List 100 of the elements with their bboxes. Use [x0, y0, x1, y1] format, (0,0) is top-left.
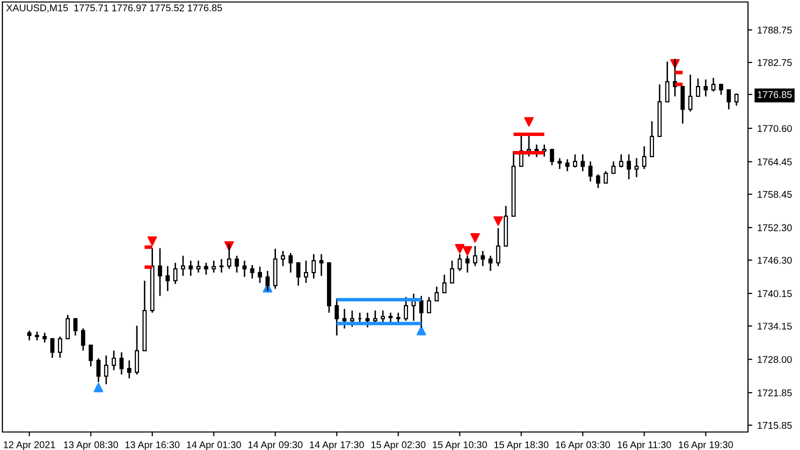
candlestick	[112, 350, 116, 371]
x-tick-label: 15 Apr 02:30	[371, 441, 426, 450]
x-tick-label: 16 Apr 19:30	[678, 441, 733, 450]
y-tick-label: 1752.30	[758, 224, 792, 232]
x-tick-label: 14 Apr 01:30	[186, 441, 241, 450]
point	[148, 236, 158, 246]
candlestick	[342, 308, 347, 330]
point	[94, 382, 104, 392]
point	[455, 244, 464, 254]
candlestick	[66, 314, 70, 340]
y-tick-label: 1740.15	[758, 290, 792, 298]
candlestick	[73, 318, 78, 336]
y-tick-label: 1788.75	[758, 26, 792, 34]
chart-title: XAUUSD,M15 1775.71 1776.97 1775.52 1776.85	[6, 4, 222, 12]
x-tick-label: 15 Apr 10:30	[432, 441, 487, 450]
candlestick	[58, 336, 62, 358]
candlestick	[550, 148, 554, 166]
candlestick	[173, 262, 178, 285]
candlestick	[680, 86, 685, 124]
candlestick	[96, 358, 101, 383]
candlestick	[250, 264, 254, 280]
point	[416, 326, 426, 336]
y-tick-label: 1764.45	[758, 158, 792, 166]
candlestick	[488, 255, 493, 272]
candlestick	[426, 296, 432, 314]
candlestick	[188, 260, 193, 277]
candlestick	[619, 154, 624, 168]
candlestick	[404, 296, 408, 322]
candlestick	[234, 255, 239, 274]
candlestick	[480, 250, 485, 267]
candlestick	[626, 154, 631, 180]
candlestick	[396, 312, 400, 324]
x-tick-label: 16 Apr 11:30	[618, 441, 672, 450]
y-tick-label: 1721.85	[758, 389, 792, 396]
y-tick-label: 1715.85	[758, 422, 792, 429]
candlestick	[180, 255, 186, 277]
candlestick	[473, 245, 478, 267]
candlestick	[296, 262, 300, 286]
candlestick	[596, 174, 600, 189]
candlestick	[611, 160, 616, 174]
candlestick	[81, 328, 86, 352]
candlestick	[665, 60, 670, 102]
candlestick	[442, 274, 446, 294]
y-tick-label: 1782.75	[758, 59, 792, 66]
candlestick	[127, 360, 132, 380]
candlestick	[365, 312, 370, 328]
x-tick-label: 16 Apr 03:30	[556, 441, 610, 450]
x-tick-label: 14 Apr 17:30	[310, 441, 364, 450]
candlestick	[458, 253, 462, 272]
x-tick-label: 12 Apr 2021	[4, 441, 56, 450]
candlestick	[542, 144, 546, 158]
point	[470, 233, 480, 243]
candlestick	[434, 286, 439, 302]
candlestick	[580, 154, 585, 172]
candlestick	[304, 260, 308, 284]
x-tick-label: 15 Apr 18:30	[494, 441, 548, 450]
candlestick	[465, 255, 470, 274]
candlestick	[258, 266, 262, 284]
candlestick	[565, 158, 570, 172]
y-tick-label: 1734.15	[758, 322, 792, 330]
candlestick	[388, 312, 393, 324]
candlestick	[572, 154, 578, 168]
candlestick	[265, 270, 270, 292]
candlestick	[196, 260, 200, 274]
candlestick	[204, 262, 208, 276]
point	[462, 246, 472, 256]
point	[524, 117, 534, 127]
y-tick-label: 1746.30	[758, 256, 792, 264]
x-tick-label: 13 Apr 16:30	[125, 441, 180, 450]
candlestick	[119, 352, 124, 376]
y-tick-label: 1758.45	[758, 190, 792, 198]
candlestick	[27, 330, 32, 342]
candlestick	[212, 260, 216, 274]
candlestick	[450, 260, 454, 284]
candlestick	[242, 260, 247, 278]
candlestick	[219, 258, 224, 274]
candlestick	[280, 250, 286, 267]
candlestick	[634, 157, 639, 178]
candlestick	[50, 338, 54, 358]
candlestick	[42, 332, 47, 344]
candlestick	[104, 354, 108, 385]
candlestick	[350, 310, 354, 328]
candlestick	[158, 247, 162, 297]
candlestick	[711, 77, 716, 92]
y-tick-label: 1770.60	[758, 125, 792, 132]
candlestick	[419, 295, 424, 328]
x-tick-label: 13 Apr 08:30	[64, 441, 118, 450]
candlestick	[166, 265, 170, 292]
candlestick	[334, 298, 339, 336]
candlestick	[380, 310, 385, 324]
candlestick	[227, 243, 232, 270]
candlestick	[688, 74, 692, 112]
candlestick	[558, 157, 562, 170]
candlestick	[288, 252, 293, 274]
x-tick-label: 14 Apr 09:30	[248, 441, 302, 450]
candlestick	[88, 344, 93, 368]
y-tick-label: 1728.00	[758, 356, 792, 363]
y-tick-label: 1776.85	[758, 91, 792, 98]
candlestick	[319, 253, 324, 277]
candlestick	[588, 160, 593, 182]
